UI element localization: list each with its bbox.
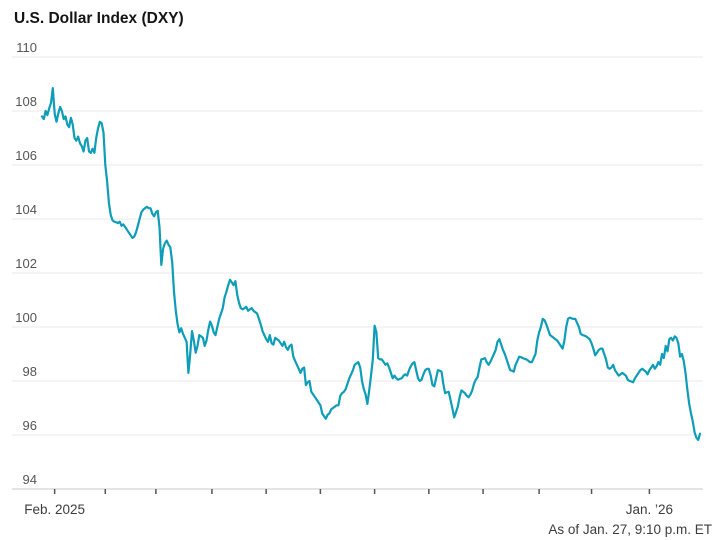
x-axis-label-start: Feb. 2025 [24,502,85,517]
y-axis-label: 94 [23,472,37,487]
x-axis-label-end: Jan. ’26 [626,502,673,517]
y-axis-label: 108 [15,94,37,109]
y-axis-label: 96 [23,418,37,433]
y-axis-label: 98 [23,364,37,379]
y-axis-label: 102 [15,256,37,271]
x-axis-ticks [53,489,651,494]
chart-title: U.S. Dollar Index (DXY) [14,10,184,27]
y-axis-labels: 110 108 106 104 102 100 98 96 94 [15,40,37,487]
as-of-note: As of Jan. 27, 9:10 p.m. ET [548,522,712,537]
y-axis-label: 104 [15,202,37,217]
dxy-line [40,87,702,441]
y-axis-label: 106 [15,148,37,163]
grid-layer [12,56,703,490]
y-axis-label: 100 [15,310,37,325]
y-axis-label: 110 [16,40,37,55]
